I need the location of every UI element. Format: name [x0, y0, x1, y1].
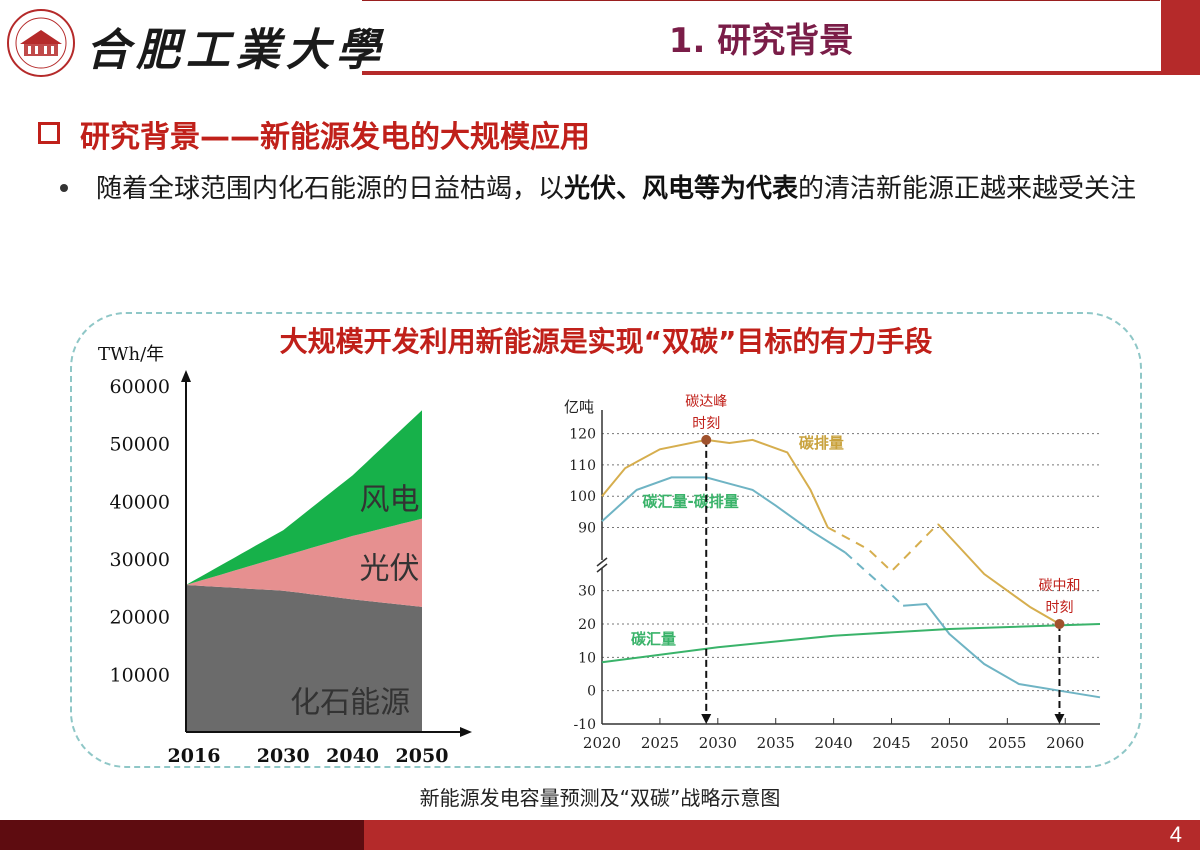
annotation-label-peak: 碳达峰: [685, 394, 727, 410]
title-box: 1. 研究背景: [362, 0, 1160, 72]
bullet-text-before: 随着全球范围内化石能源的日益枯竭，以: [96, 174, 565, 204]
series-line-net: [844, 551, 904, 607]
annotation-arrow-icon: [1054, 714, 1065, 724]
y-tick-label: 30000: [110, 549, 170, 571]
y-tick-label: 100: [569, 489, 596, 505]
area-wind: [186, 410, 422, 585]
area-pv: [186, 518, 422, 607]
page-number: 4: [1169, 822, 1182, 847]
x-tick-label: 2025: [641, 734, 679, 752]
bullet-text-bold: 光伏、风电等为代表: [564, 174, 799, 204]
y-tick-label: -10: [573, 717, 596, 733]
x-tick-label: 2040: [815, 734, 853, 752]
annotation-arrow-icon: [701, 714, 712, 724]
header-corner-block: [1161, 0, 1200, 75]
capacity-forecast-chart: 化石能源 光伏 风电 TWh/年 10000 20000 30000 40000 50000 60…: [98, 344, 472, 767]
x-tick-label: 2060: [1046, 734, 1084, 752]
y-tick-label: 20000: [110, 607, 170, 629]
x-tick-label: 2030: [699, 734, 737, 752]
series-line-emission: [601, 438, 829, 528]
series-line-sink: [601, 623, 1101, 664]
y-tick-label: 10000: [110, 664, 170, 686]
y-tick-label: 120: [569, 427, 596, 443]
x-tick-label: 2016: [168, 745, 221, 767]
y-tick-label: 40000: [110, 491, 170, 513]
annotation-label-neutral: 碳中和: [1038, 578, 1080, 594]
x-tick-label: 2050: [930, 734, 968, 752]
header-rule: [362, 71, 1162, 75]
y-tick-label: 90: [578, 520, 596, 536]
series-label-net: 碳汇量-碳排量: [643, 492, 739, 510]
area-label-pv: 光伏: [360, 552, 420, 587]
y-tick-label: 30: [578, 584, 596, 600]
slide-title: 1. 研究背景: [668, 21, 854, 61]
series-line-net: [903, 602, 1101, 699]
bullet-text-after: 的清洁新能源正越来越受关注: [798, 174, 1137, 204]
annotation-sublabel-peak: 时刻: [692, 416, 720, 432]
x-tick-label: 2030: [257, 745, 310, 767]
y-axis-unit-label: 亿吨: [564, 398, 594, 416]
area-label-fossil: 化石能源: [290, 685, 410, 720]
figure-panel-title: 大规模开发利用新能源是实现“双碳”目标的有力手段: [279, 325, 933, 358]
footer-red-bar: [364, 820, 1200, 850]
series-label-emission: 碳排量: [799, 434, 844, 452]
axis-break-mark: [596, 563, 608, 573]
area-label-wind: 风电: [360, 482, 420, 517]
y-tick-label: 0: [587, 684, 596, 700]
section-title: 研究背景——新能源发电的大规模应用: [80, 120, 590, 155]
hollow-square-icon: [38, 122, 60, 144]
x-tick-label: 2055: [988, 734, 1026, 752]
x-tick-label: 2040: [326, 745, 379, 767]
y-tick-label: 50000: [110, 434, 170, 456]
x-tick-label: 2020: [583, 734, 621, 752]
university-seal-icon: [7, 9, 75, 77]
y-tick-label: 10: [578, 650, 596, 666]
slide-header: 合肥工業大學 1. 研究背景: [0, 0, 1200, 80]
x-axis-arrow-icon: [460, 727, 472, 737]
university-name-logo: 合肥工業大學: [86, 25, 386, 76]
y-tick-label: 60000: [110, 376, 170, 398]
annotation-marker-neutral: [1054, 619, 1065, 629]
series-line-emission: [827, 523, 939, 573]
axis-break-mark: [596, 557, 608, 567]
x-tick-label: 2050: [396, 745, 449, 767]
area-fossil: [186, 585, 422, 732]
y-tick-label: 20: [578, 617, 596, 633]
annotation-marker-peak: [701, 434, 712, 445]
series-label-sink: 碳汇量: [631, 630, 676, 648]
figure-caption: 新能源发电容量预测及“双碳”战略示意图: [419, 786, 781, 810]
y-axis-arrow-icon: [181, 370, 191, 382]
x-tick-label: 2045: [872, 734, 910, 752]
bullet-text: 随着全球范围内化石能源的日益枯竭，以光伏、风电等为代表的清洁新能源正越来越受关注: [96, 168, 1181, 210]
series-line-net: [601, 476, 846, 554]
y-tick-label: 110: [569, 458, 596, 474]
annotation-sublabel-neutral: 时刻: [1045, 600, 1073, 616]
series-line-emission: [937, 523, 1060, 625]
figure-panel: [70, 312, 1142, 768]
y-axis-unit-label: TWh/年: [98, 344, 164, 365]
x-tick-label: 2035: [757, 734, 795, 752]
footer-dark-bar: [0, 820, 364, 850]
bullet-icon: [60, 184, 68, 192]
